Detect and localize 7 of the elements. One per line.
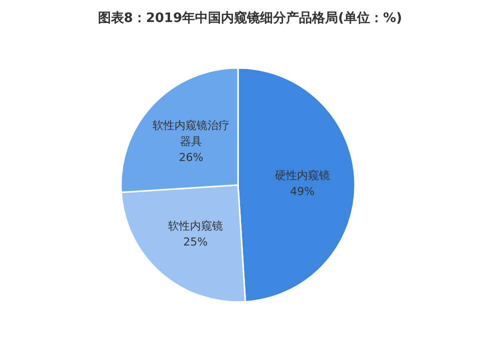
chart-title: 图表8：2019年中国内窥镜细分产品格局(单位：%) (98, 10, 402, 26)
slice-label: 硬性内窥镜 (274, 168, 330, 182)
data-label: 49% (290, 184, 315, 198)
data-label: 26% (178, 150, 204, 164)
slice-label: 软性内窥镜治疗器具 (152, 118, 230, 148)
data-label: 25% (183, 235, 208, 248)
slice-label: 软性内窥镜 (168, 219, 223, 232)
